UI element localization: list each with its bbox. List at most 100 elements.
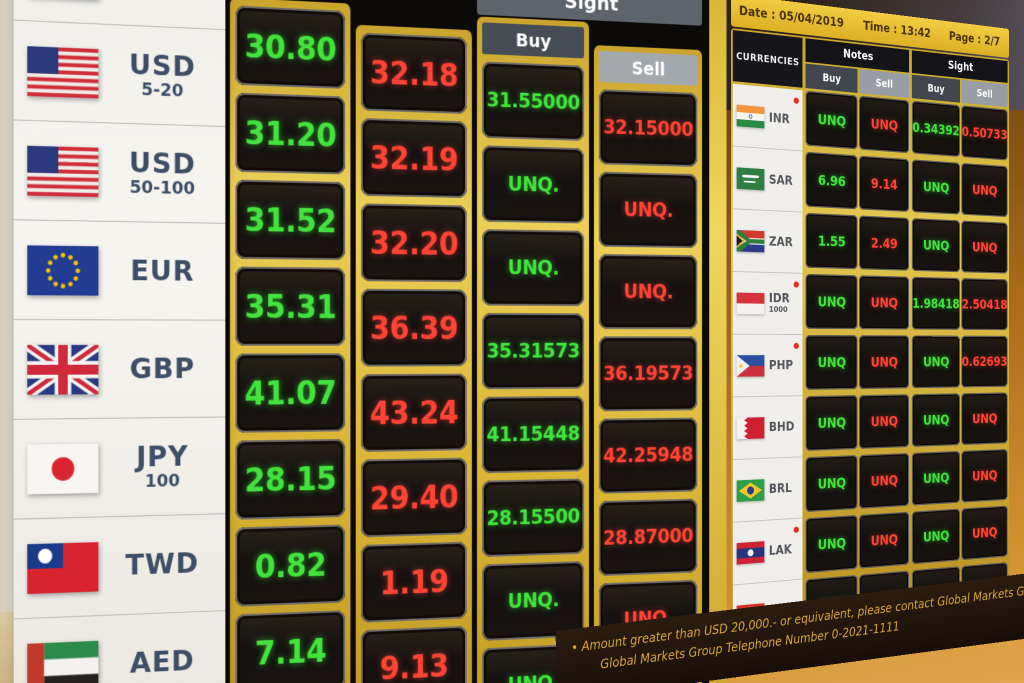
rb-currency-code: BHD (769, 420, 795, 433)
rb-rate-cell-sight-buy: UNQ (912, 509, 960, 565)
red-dot-indicator (794, 343, 799, 349)
rb-rate-cell-sight-buy: 0.34392 (912, 101, 960, 157)
rate-cell-sight-sell: 42.25948 (599, 418, 697, 494)
rate-cell-notes-buy: 31.20 (235, 93, 345, 175)
rb-rate-value: UNQ (818, 354, 846, 371)
currency-row-aed: AED (14, 611, 226, 683)
rb-rate-value: UNQ (923, 412, 949, 429)
currency-label: EUR (106, 256, 218, 287)
rate-value: 1.19 (380, 562, 449, 601)
flag-id-icon (737, 292, 765, 314)
rb-rate-cell-sight-buy: UNQ (912, 335, 960, 388)
red-dot-indicator (794, 281, 799, 287)
rb-rate-value: 0.50733 (962, 123, 1008, 142)
rb-currency-label: ZAR (769, 235, 793, 248)
rb-rate-value: UNQ (972, 524, 997, 541)
rb-currency-label: SAR (769, 173, 793, 187)
currency-label: TWD (106, 548, 218, 581)
sight-buy-header: Buy (912, 75, 960, 103)
rb-rate-value: 1.55 (818, 233, 846, 251)
sight-sell-column: Sell 32.15000 UNQ. UNQ. 36.19573 42.25948 28.… (594, 45, 702, 683)
rb-currency-label: PHP (769, 359, 793, 371)
rate-cell-sight-sell: UNQ. (599, 172, 697, 248)
flag-la-icon (737, 541, 765, 564)
rate-cell-notes-buy: 28.15 (235, 439, 345, 520)
currency-row-usd: USD 5-20 (14, 21, 226, 127)
rate-value: 32.15000 (603, 115, 693, 141)
currency-denomination: 1-2 (106, 0, 218, 6)
rb-rate-value: UNQ (923, 527, 949, 545)
flag-us-icon (27, 46, 98, 98)
rate-value: 31.20 (245, 114, 337, 154)
rb-currency-label-column: INRSARZARIDR1000PHPBHDBRLLAKVND (733, 84, 803, 649)
rate-cell-sight-buy: 35.31573 (482, 313, 584, 389)
rb-currency-code: SAR (769, 173, 793, 187)
flag-tw-icon (27, 542, 98, 594)
rb-rate-value: UNQ (871, 413, 898, 430)
flag-ph-icon (737, 355, 765, 377)
rb-rate-cell-sight-sell: 0.62693 (961, 336, 1007, 388)
flag-br-icon (737, 479, 765, 502)
board-frame-edge (709, 0, 726, 683)
rb-rate-value: UNQ (923, 178, 949, 195)
rate-cell-notes-sell: 36.39 (361, 289, 467, 367)
rb-rate-value: 0.62693 (962, 354, 1008, 370)
sight-buy-column: Buy 31.55000 UNQ. UNQ. 35.31573 41.15448 28.1… (477, 16, 589, 683)
rb-currency-row-inr: INR (733, 84, 803, 152)
currency-label: AED (106, 645, 218, 680)
sight-sell-header: Sell (961, 80, 1007, 107)
flag-sa-icon (737, 167, 765, 190)
rate-value: 29.40 (370, 478, 458, 517)
rb-rate-cell-sight-sell: UNQ (961, 506, 1007, 561)
rate-value: 35.31 (245, 287, 337, 325)
rb-currency-label: BHD (769, 420, 795, 433)
currencies-header: CURRENCIES (733, 30, 803, 88)
rb-rate-value: 6.96 (818, 172, 846, 190)
rate-value: 31.55000 (487, 88, 580, 115)
rb-rate-value: 2.49 (871, 235, 898, 252)
rb-rate-cell-notes-buy: UNQ (805, 91, 857, 150)
currency-denomination: 50-100 (106, 177, 218, 200)
rb-currency-code: IDR (769, 292, 790, 305)
rb-currency-code: LAK (769, 543, 792, 557)
rate-cell-notes-sell: 9.13 (361, 626, 467, 683)
rate-value: 41.15448 (487, 422, 580, 446)
rate-cell-sight-buy: UNQ. (482, 145, 584, 223)
rb-rate-cell-notes-sell: UNQ (859, 96, 909, 154)
rate-cell-notes-sell: 1.19 (361, 542, 467, 623)
sight-buy-header: Buy (482, 22, 584, 58)
flag-za-icon (737, 230, 765, 252)
rb-rate-value: UNQ (818, 414, 846, 431)
rate-cell-notes-sell: 32.18 (361, 33, 467, 114)
rb-rate-value: UNQ (818, 535, 846, 553)
rb-currency-row-php: PHP (733, 335, 803, 398)
currency-code: EUR (106, 256, 218, 287)
flag-us-icon (27, 145, 98, 196)
rate-value: 36.39 (370, 309, 458, 346)
rb-rate-cell-notes-buy: UNQ (805, 335, 857, 390)
time-label: Time : 13:42 (863, 19, 931, 41)
rate-value: 9.13 (380, 647, 449, 683)
currency-row-eur: EUR (14, 220, 226, 320)
rb-rate-value: UNQ (972, 410, 997, 426)
rb-rate-value: 1.98418 (912, 295, 959, 312)
flag-bh-icon (737, 417, 765, 439)
rb-currency-row-sar: SAR (733, 146, 803, 212)
rb-rate-cell-notes-buy: UNQ (805, 515, 857, 573)
currency-denomination: 5-20 (106, 78, 218, 103)
rate-cell-notes-sell: 32.19 (361, 118, 467, 198)
rate-value: 0.82 (255, 546, 326, 586)
rate-cell-notes-buy: 31.52 (235, 180, 345, 261)
rate-value: 31.52 (245, 201, 337, 240)
rate-cell-notes-buy: 41.07 (235, 353, 345, 432)
notes-buy-column: 30.80 31.20 31.52 35.31 41.07 28.15 0.82 7.14 (230, 0, 351, 683)
rb-rate-cell-notes-buy: 6.96 (805, 152, 857, 210)
flag-gb-icon (27, 344, 98, 394)
currency-code: AED (106, 645, 218, 680)
rb-rate-value: 9.14 (871, 175, 898, 193)
rb-rate-value: 0.34392 (912, 119, 959, 139)
rate-value: UNQ. (624, 280, 673, 303)
rate-cell-notes-buy: 30.80 (235, 6, 345, 89)
rb-rate-cell-notes-buy: UNQ (805, 274, 857, 329)
rb-rate-value: UNQ (871, 294, 898, 311)
